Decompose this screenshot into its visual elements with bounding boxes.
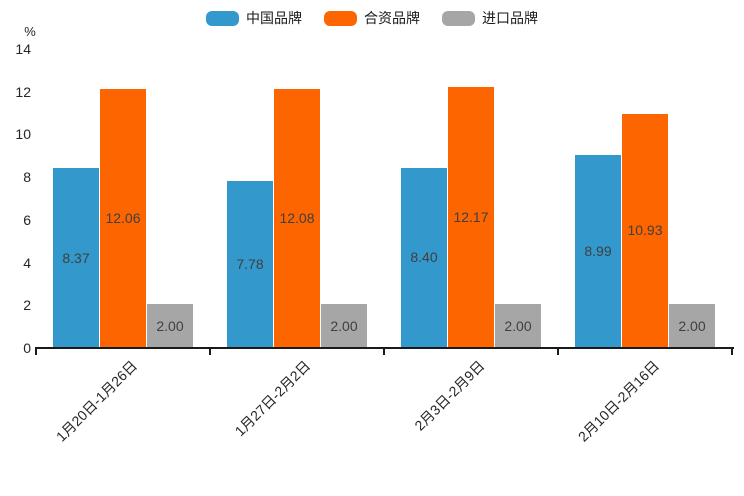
bar-series-0-group-0 bbox=[53, 168, 99, 347]
y-tick-label: 8 bbox=[23, 169, 31, 186]
legend-swatch-icon bbox=[442, 10, 475, 26]
legend-label: 合资品牌 bbox=[364, 10, 420, 26]
y-tick-label: 14 bbox=[15, 41, 31, 57]
y-tick-label: 10 bbox=[15, 126, 31, 143]
bar-series-0-group-3 bbox=[575, 154, 621, 347]
bar-series-2-group-0 bbox=[147, 304, 193, 347]
bar-series-0-group-1 bbox=[227, 180, 273, 347]
y-tick-label: 2 bbox=[23, 297, 31, 314]
bar-series-1-group-1 bbox=[274, 89, 320, 347]
x-axis-tick bbox=[209, 349, 211, 355]
bar-series-1-group-3 bbox=[622, 113, 668, 347]
bar-series-2-group-3 bbox=[669, 304, 715, 347]
y-tick-label: 6 bbox=[23, 211, 31, 228]
legend-item-1: 合资品牌 bbox=[324, 8, 420, 28]
bar-series-2-group-1 bbox=[321, 304, 367, 347]
legend-swatch-icon bbox=[324, 10, 357, 26]
x-category-label: 1月27日-2月2日 bbox=[231, 357, 314, 440]
legend-item-0: 中国品牌 bbox=[206, 8, 302, 28]
x-axis-tick bbox=[383, 349, 385, 355]
legend-swatch-icon bbox=[206, 10, 239, 26]
bar-series-1-group-2 bbox=[448, 87, 494, 347]
x-axis-line bbox=[35, 347, 734, 349]
x-category-label: 2月10日-2月16日 bbox=[574, 357, 662, 445]
bar-series-0-group-2 bbox=[401, 167, 447, 347]
legend-item-2: 进口品牌 bbox=[442, 8, 538, 28]
bar-series-1-group-0 bbox=[100, 89, 146, 347]
legend-label: 进口品牌 bbox=[482, 10, 538, 26]
x-axis-tick bbox=[731, 349, 733, 355]
y-tick-label: 0 bbox=[23, 340, 31, 356]
legend: 中国品牌 合资品牌 进口品牌 bbox=[0, 8, 744, 28]
y-tick-label: 4 bbox=[23, 254, 31, 271]
y-axis-unit-label: % bbox=[24, 24, 36, 39]
bar-series-2-group-2 bbox=[495, 304, 541, 347]
x-axis-tick bbox=[557, 349, 559, 355]
legend-label: 中国品牌 bbox=[246, 10, 302, 26]
y-tick-label: 12 bbox=[15, 83, 31, 100]
x-axis-tick bbox=[35, 349, 37, 355]
x-category-label: 1月20日-1月26日 bbox=[52, 357, 140, 445]
x-category-label: 2月3日-2月9日 bbox=[411, 357, 488, 434]
